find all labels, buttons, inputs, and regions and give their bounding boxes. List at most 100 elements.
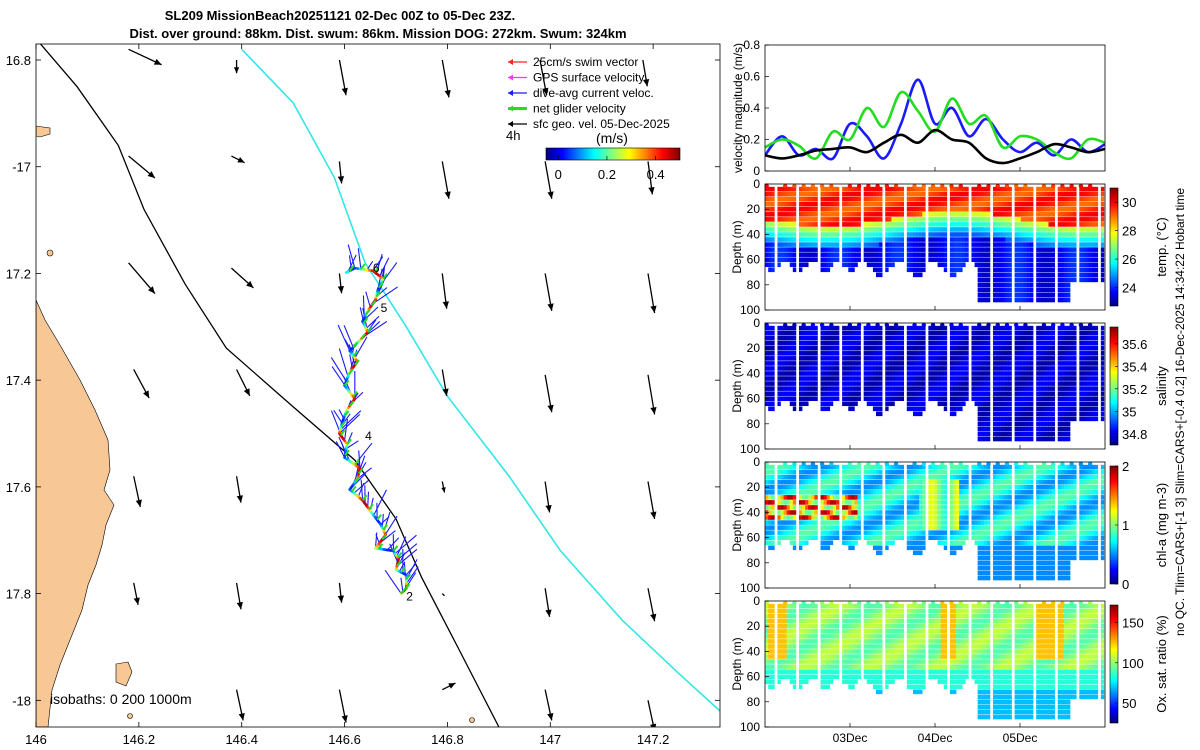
colorbar-label: salinity: [1154, 366, 1169, 406]
section-profile-column: [937, 186, 941, 268]
side-caption: no QC. Tlim=CARS+[-1 3] Slim=CARS+[-0.4 …: [1173, 188, 1187, 636]
net-glider-velocity: [348, 400, 355, 407]
geo-velocity-arrow: [231, 155, 245, 164]
section-profile-column: [900, 464, 905, 540]
surface-sample-dot: [940, 461, 945, 467]
geo-velocity-arrow: [544, 481, 552, 513]
surface-sample-dot: [995, 600, 1000, 606]
surface-sample-dot: [819, 461, 825, 467]
surface-sample-dot: [1069, 461, 1074, 467]
section-profile-column: [1020, 603, 1025, 720]
section-profile-column: [906, 325, 911, 412]
section-profile-column: [851, 325, 855, 412]
section-profile-column: [866, 325, 871, 407]
section-profile-column: [851, 603, 855, 690]
section-profile-column: [1051, 186, 1055, 303]
dive-current-vector: [354, 459, 361, 483]
surface-sample-dot: [940, 183, 945, 189]
section-profile-column: [1057, 464, 1062, 581]
section-profile-column: [1051, 464, 1055, 581]
surface-sample-dot: [893, 600, 899, 606]
geo-velocity-arrow: [647, 481, 657, 520]
section-profile-column: [983, 603, 988, 720]
surface-sample-dot: [1023, 183, 1028, 189]
section-profile-column: [1079, 464, 1083, 561]
section-profile-column: [848, 186, 852, 273]
geo-velocity-arrow: [647, 161, 655, 195]
section-profile-column: [863, 186, 868, 262]
section-profile-column: [1002, 325, 1006, 442]
surface-sample-dot: [866, 183, 871, 189]
depth-axis-label: Depth (m): [730, 359, 744, 412]
dive-current-vector: [387, 537, 400, 551]
section-profile-column: [1030, 603, 1034, 720]
section-profile-column: [1039, 325, 1043, 442]
surface-sample-dot: [986, 461, 991, 467]
section-profile-column: [771, 464, 775, 551]
section-profile-column: [869, 464, 874, 546]
section-profile-column: [974, 464, 978, 546]
surface-sample-dot: [986, 600, 991, 606]
section-profile-column: [900, 603, 905, 679]
section-profile-column: [780, 186, 784, 262]
depth-tick-label: 100: [740, 581, 760, 595]
section-profile-column: [980, 464, 985, 581]
surface-sample-dot: [819, 183, 825, 189]
section-profile-column: [888, 186, 892, 268]
section-profile-column: [1023, 325, 1028, 442]
section-profile-column: [1060, 186, 1065, 303]
section-profile-column: [891, 325, 895, 407]
section-profile-column: [894, 464, 898, 540]
section-profile-column: [986, 325, 991, 442]
depth-tick-label: 60: [747, 531, 761, 545]
section-profile-column: [912, 325, 917, 417]
dive-current-vector: [337, 324, 351, 352]
depth-tick-label: 80: [747, 695, 761, 709]
section-profile-column: [866, 186, 871, 268]
section-profile-column: [885, 325, 889, 412]
map-y-tick-label: -18: [12, 693, 31, 708]
geo-velocity-arrow: [647, 374, 657, 415]
net-glider-velocity: [370, 299, 377, 307]
geo-velocity-arrow: [233, 60, 240, 74]
section-colorbar: [1109, 326, 1119, 446]
speed-colorbar: [545, 147, 681, 161]
colorbar-tick-label: 35.6: [1122, 337, 1147, 352]
section-profile-column: [777, 603, 781, 685]
section-profile-column: [802, 325, 806, 407]
section-profile-column: [1014, 464, 1019, 581]
surface-sample-dot: [995, 461, 1000, 467]
section-profile-column: [916, 603, 920, 695]
section-profile-column: [863, 325, 868, 401]
velocity-y-tick-label: 0.2: [743, 133, 760, 147]
velocity-ylabel: velocity magnitude (m/s): [731, 43, 745, 173]
section-profile-column: [937, 325, 941, 407]
section-profile-column: [848, 603, 852, 690]
section-profile-column: [952, 325, 957, 417]
surface-sample-dot: [921, 322, 926, 328]
velocity-y-tick-label: 0.8: [743, 38, 760, 52]
section-profile-column: [1020, 464, 1025, 581]
svg-text:sfc geo. vel. 05-Dec-2025: sfc geo. vel. 05-Dec-2025: [533, 117, 670, 131]
section-profile-column: [1073, 186, 1077, 283]
surface-sample-dot: [819, 600, 825, 606]
net-glider-velocity: [352, 390, 358, 398]
surface-sample-dot: [958, 461, 963, 467]
dive-current-vector: [400, 577, 404, 592]
surface-sample-dot: [875, 600, 880, 606]
section-profile-column: [980, 325, 985, 442]
colorbar-label: temp. (°C): [1154, 217, 1169, 276]
section-profile-column: [977, 186, 982, 303]
section-profile-column: [999, 325, 1003, 442]
dive-current-vector: [367, 491, 370, 508]
section-profile-column: [943, 464, 948, 551]
colorbar-tick-label: 28: [1122, 224, 1136, 239]
surface-sample-dot: [1060, 183, 1065, 189]
surface-sample-dot: [1014, 600, 1019, 606]
geo-velocity-arrow: [441, 369, 449, 396]
surface-sample-dot: [819, 322, 825, 328]
section-profile-column: [829, 464, 834, 546]
legend-item: GPS surface velocity: [508, 71, 644, 85]
section-profile-column: [999, 186, 1003, 303]
surface-sample-dot: [1050, 322, 1056, 328]
